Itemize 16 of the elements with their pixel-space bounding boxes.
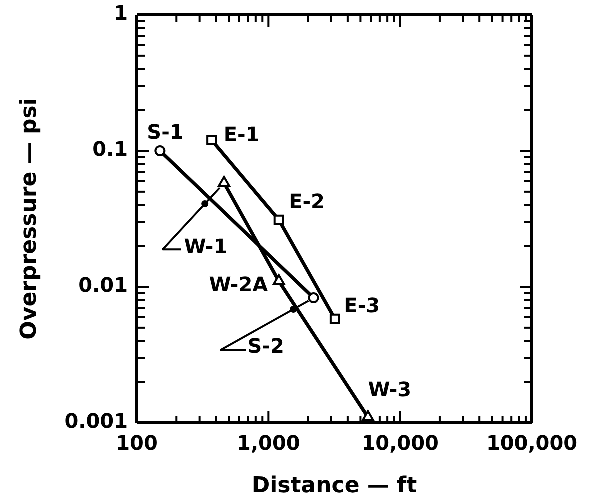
y-tick-label: 0.1 xyxy=(92,137,128,162)
y-tick-label: 1 xyxy=(114,1,128,26)
annotation: E-3 xyxy=(344,293,380,318)
y-axis-title: Overpressure — psi xyxy=(16,98,42,340)
y-tick-label: 0.001 xyxy=(64,409,128,434)
annotation: W-3 xyxy=(368,378,412,402)
annotation: E-2 xyxy=(289,189,325,214)
x-tick-label: 1,000 xyxy=(237,431,300,456)
annotation: S-1 xyxy=(147,120,184,144)
annotation: W-2A xyxy=(209,272,269,297)
y-tick-label: 0.01 xyxy=(78,273,128,298)
x-tick-label: 100 xyxy=(116,431,158,456)
x-axis-title: Distance — ft xyxy=(252,474,418,499)
annotation: E-1 xyxy=(224,122,260,146)
x-tick-label: 100,000 xyxy=(486,431,578,456)
x-tick-label: 10,000 xyxy=(362,431,439,456)
